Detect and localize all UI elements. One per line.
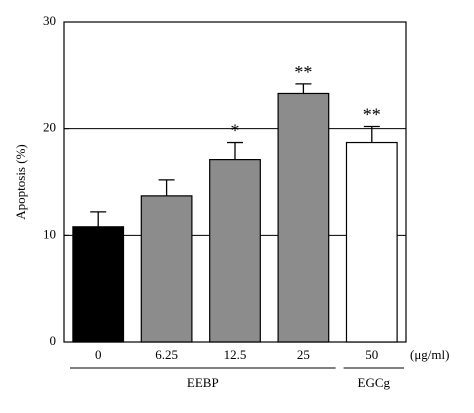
x-tick-label: 25 bbox=[297, 347, 310, 362]
bar bbox=[277, 92, 330, 343]
x-tick-label: 12.5 bbox=[224, 347, 247, 362]
significance-label: * bbox=[231, 121, 240, 141]
x-unit-label: (μg/ml) bbox=[410, 347, 449, 362]
bar bbox=[72, 226, 125, 343]
bar bbox=[140, 195, 193, 343]
group-label: EGCg bbox=[358, 375, 391, 390]
y-tick-label: 20 bbox=[43, 120, 56, 135]
y-tick-label: 0 bbox=[50, 333, 57, 348]
x-tick-label: 6.25 bbox=[155, 347, 178, 362]
x-tick-label: 50 bbox=[365, 347, 378, 362]
x-tick-label: 0 bbox=[95, 347, 102, 362]
significance-label: ** bbox=[294, 62, 312, 82]
group-label: EEBP bbox=[187, 375, 219, 390]
bar bbox=[345, 141, 398, 343]
significance-label: ** bbox=[363, 105, 381, 125]
y-tick-label: 30 bbox=[43, 13, 56, 28]
y-tick-label: 10 bbox=[43, 226, 56, 241]
bar bbox=[209, 159, 261, 343]
y-axis-label: Apoptosis (%) bbox=[13, 144, 28, 219]
